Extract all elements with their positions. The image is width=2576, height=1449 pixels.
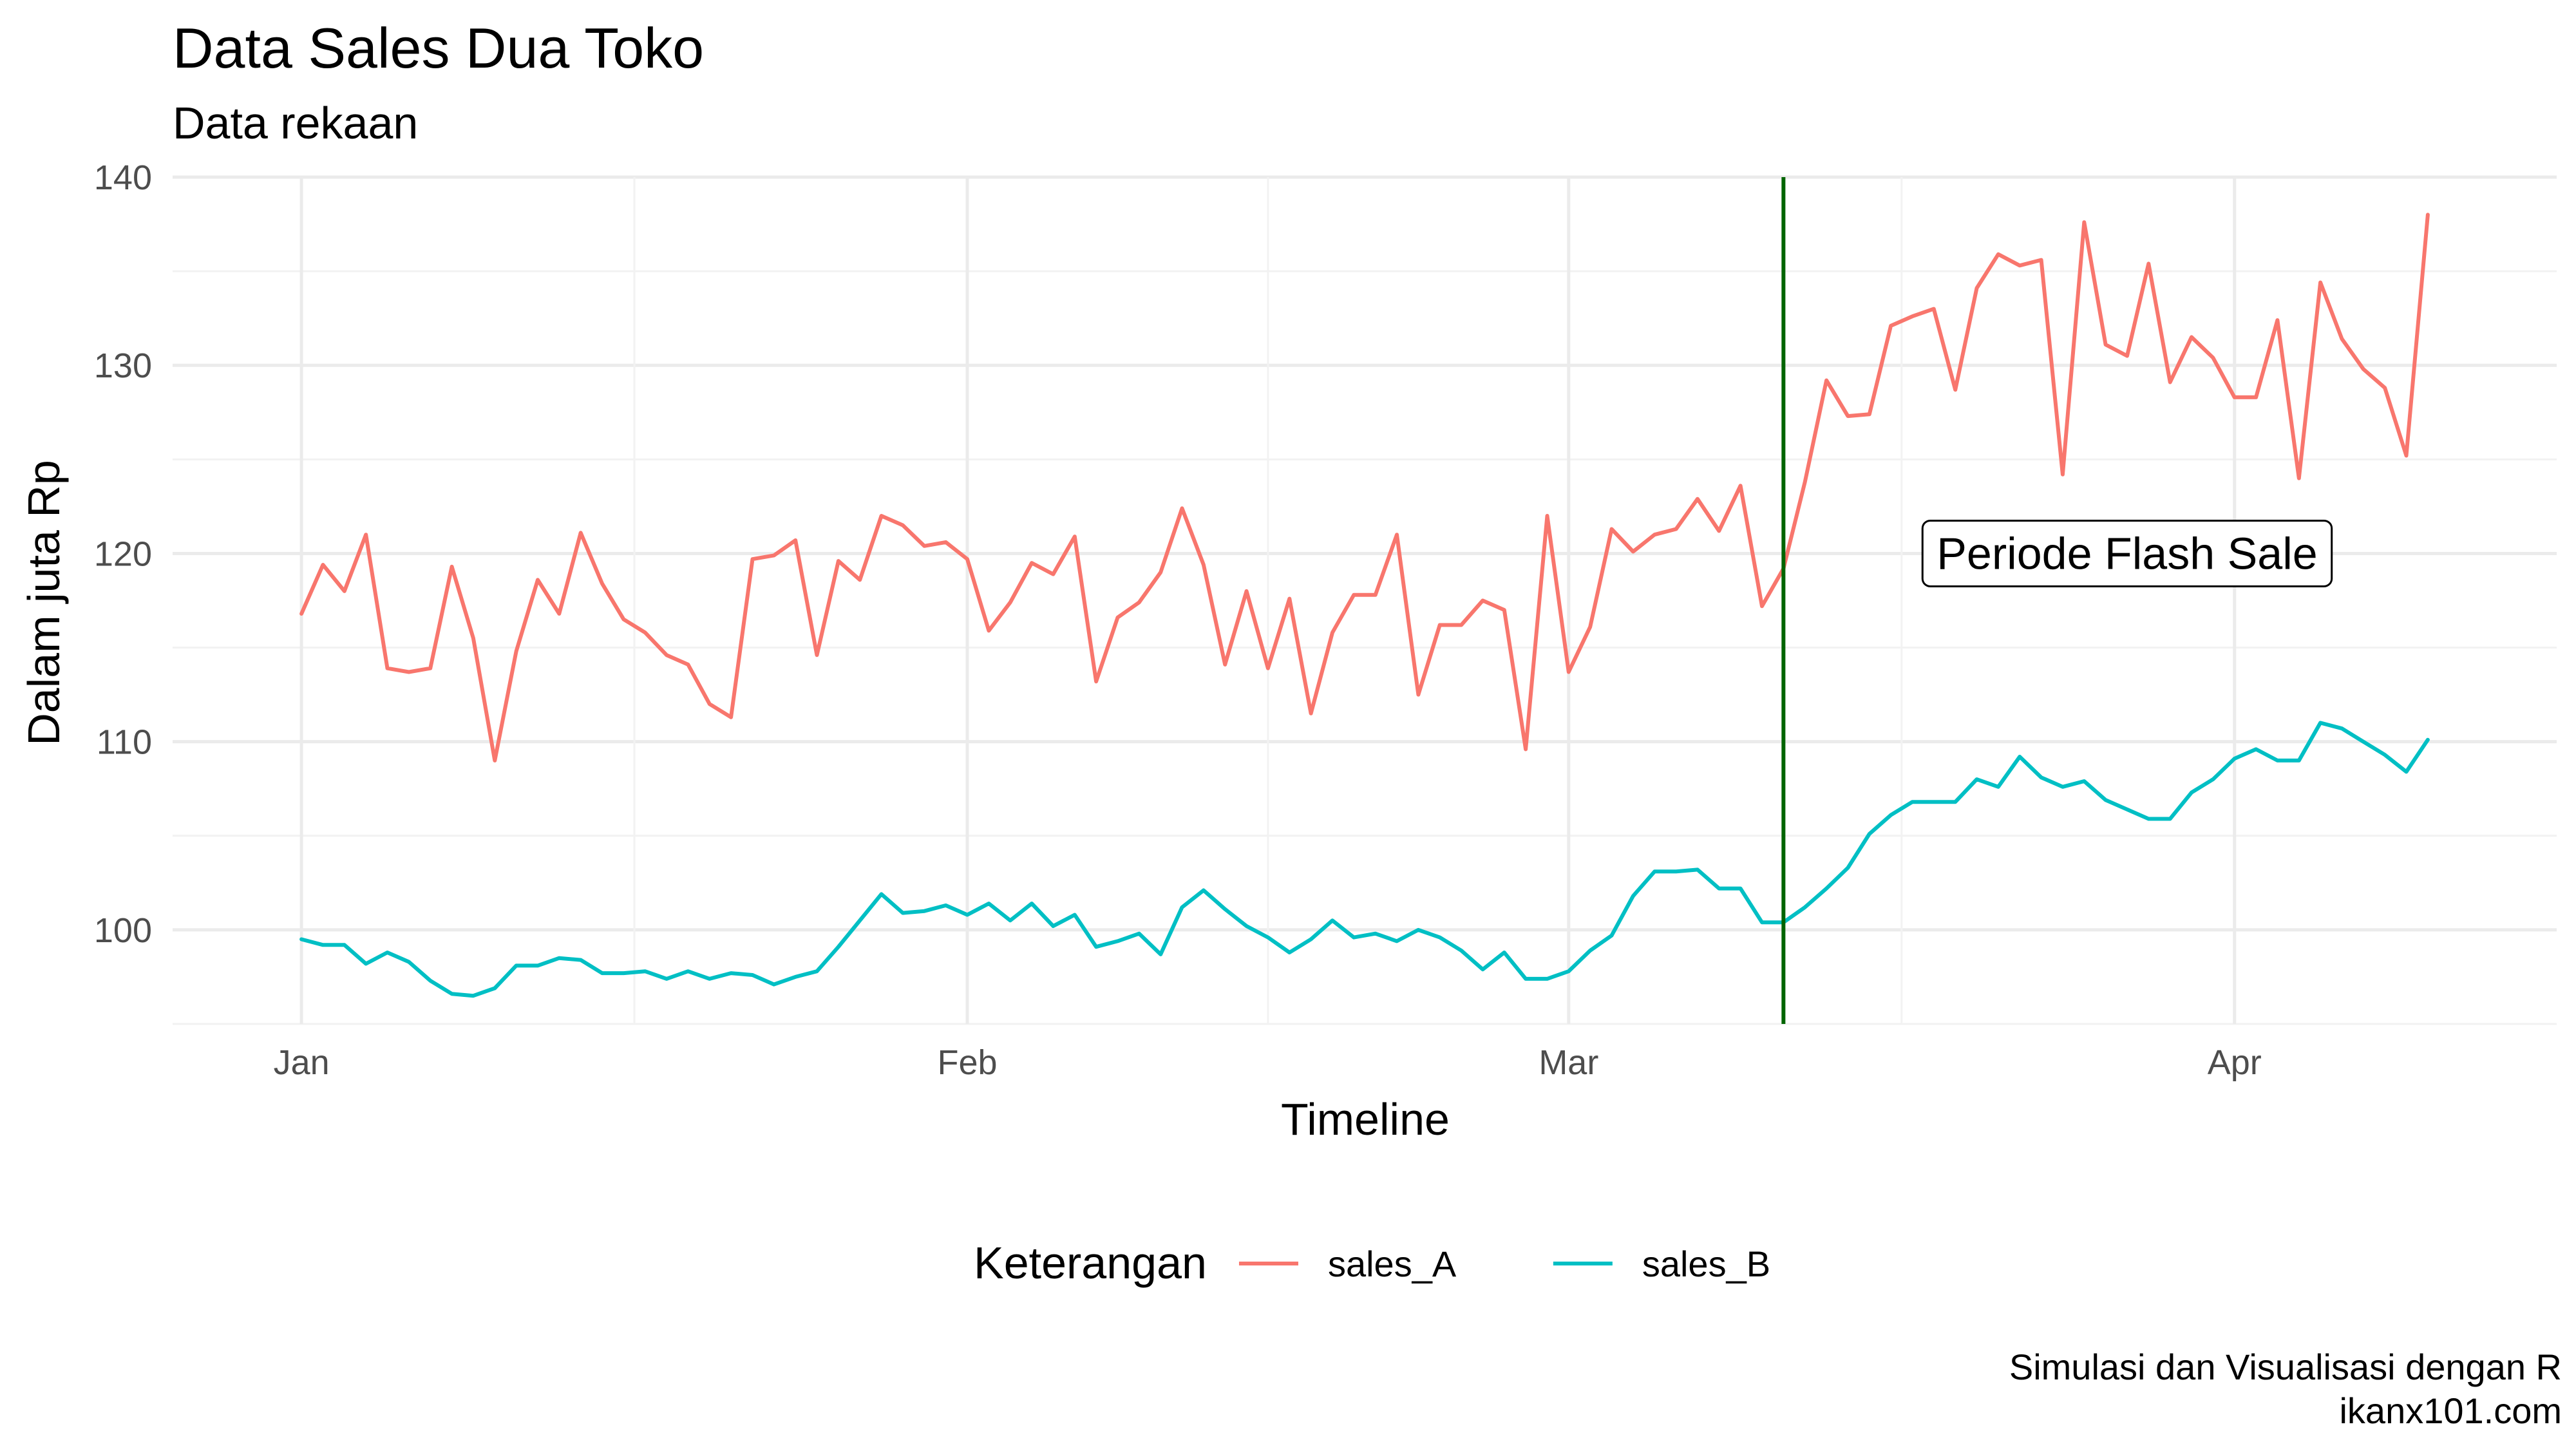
legend-title: Keterangan <box>974 1238 1207 1288</box>
chart-title: Data Sales Dua Toko <box>173 16 704 80</box>
annotation-text: Periode Flash Sale <box>1937 528 2317 578</box>
caption-line-2: ikanx101.com <box>2339 1390 2562 1431</box>
y-axis-title: Dalam juta Rp <box>19 460 69 746</box>
x-tick-label: Feb <box>937 1043 997 1082</box>
legend-label-sales-A: sales_A <box>1328 1244 1457 1284</box>
series-lines <box>299 213 2430 998</box>
y-tick-label: 130 <box>94 346 152 385</box>
annotation: Periode Flash Sale <box>1921 519 2333 587</box>
legend: Keterangan sales_A sales_B <box>974 1238 1770 1288</box>
legend-label-sales-B: sales_B <box>1642 1244 1770 1284</box>
series-line-sales-B <box>299 721 2430 998</box>
y-tick-label: 100 <box>94 911 152 950</box>
y-tick-label: 140 <box>94 158 152 197</box>
x-tick-label: Jan <box>274 1043 330 1082</box>
y-tick-label: 110 <box>97 723 152 762</box>
caption-line-1: Simulasi dan Visualisasi dengan R <box>2009 1347 2562 1387</box>
annotation-box <box>1921 519 2333 587</box>
grid <box>173 175 2557 1025</box>
x-tick-label: Mar <box>1539 1043 1598 1082</box>
x-tick-label: Apr <box>2208 1043 2262 1082</box>
series-line-sales-A <box>299 213 2430 762</box>
y-tick-label: 120 <box>94 535 152 573</box>
caption: Simulasi dan Visualisasi dengan R ikanx1… <box>2009 1347 2562 1431</box>
chart-subtitle: Data rekaan <box>173 98 418 148</box>
x-axis-title: Timeline <box>1281 1094 1450 1144</box>
axis-ticks: 100 110 120 130 140 Jan Feb Mar Apr <box>94 158 2262 1082</box>
